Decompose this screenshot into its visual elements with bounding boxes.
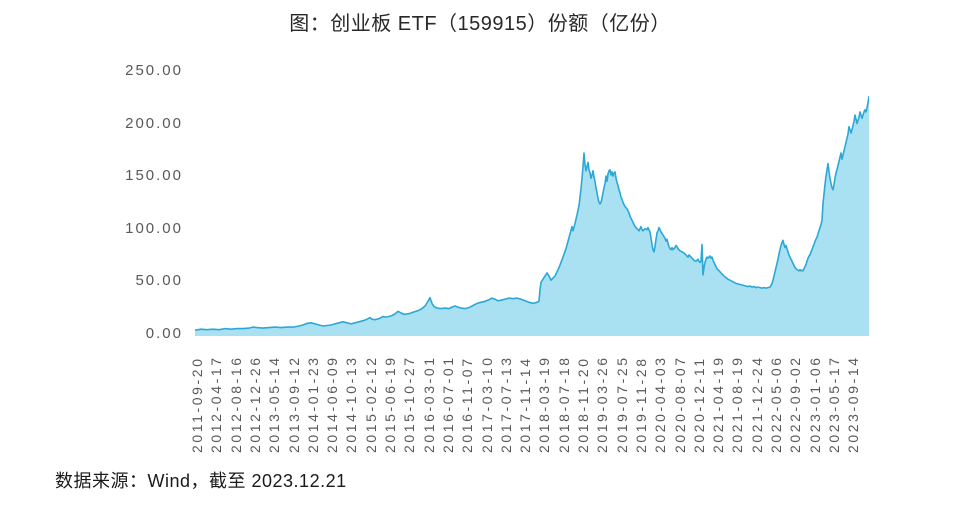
- y-tick-label: 100.00: [125, 219, 183, 237]
- x-tick-label: 2018-07-18: [555, 355, 572, 453]
- y-tick-label: 250.00: [125, 62, 183, 79]
- x-tick-label: 2020-12-11: [690, 356, 707, 453]
- x-tick-label: 2019-11-28: [632, 356, 649, 453]
- x-tick-label: 2013-09-12: [285, 355, 302, 453]
- x-tick-label: 2022-09-02: [787, 355, 804, 453]
- area-line: [195, 95, 869, 331]
- x-tick-label: 2014-10-13: [343, 355, 360, 453]
- x-tick-label: 2017-11-14: [517, 356, 534, 453]
- x-tick-label: 2012-12-26: [246, 355, 263, 453]
- x-tick-label: 2020-08-07: [671, 355, 688, 453]
- source-note: 数据来源：Wind，截至 2023.12.21: [55, 471, 347, 491]
- x-tick-label: 2023-09-14: [845, 355, 862, 453]
- x-tick-label: 2018-03-19: [536, 355, 553, 453]
- x-tick-label: 2016-07-01: [439, 355, 456, 453]
- x-tick-label: 2023-05-17: [825, 355, 842, 453]
- x-tick-label: 2021-04-19: [710, 355, 727, 453]
- x-tick-label: 2015-10-27: [401, 355, 418, 453]
- y-tick-label: 150.00: [125, 167, 183, 185]
- x-tick-label: 2016-03-01: [420, 355, 437, 453]
- x-tick-label: 2014-06-09: [324, 355, 341, 453]
- x-tick-label: 2015-06-19: [382, 355, 398, 453]
- x-tick-label: 2021-12-24: [748, 355, 765, 453]
- x-tick-label: 2019-07-25: [613, 355, 630, 453]
- x-tick-label: 2012-08-16: [227, 355, 244, 453]
- chart-title: 图：创业板 ETF（159915）份额（亿份）: [289, 13, 671, 35]
- x-tick-label: 2021-08-19: [729, 355, 746, 453]
- y-tick-label: 50.00: [135, 272, 183, 290]
- x-tick-label: 2017-07-13: [497, 355, 514, 453]
- area-chart-svg: [195, 95, 869, 336]
- x-tick-label: 2014-01-23: [304, 355, 321, 453]
- x-tick-label: 2017-03-10: [478, 355, 495, 453]
- x-tick-label: 2016-11-07: [459, 356, 476, 453]
- x-tick-label: 2013-05-14: [266, 355, 283, 453]
- x-tick-label: 2011-09-20: [189, 356, 205, 453]
- x-tick-label: 2019-03-26: [594, 355, 611, 453]
- x-tick-label: 2015-02-12: [362, 355, 379, 453]
- area-fill: [195, 96, 869, 336]
- y-tick-label: 0.00: [145, 325, 183, 342]
- y-tick-label: 200.00: [125, 114, 183, 132]
- x-tick-label: 2012-04-17: [208, 355, 225, 453]
- x-tick-label: 2022-05-06: [768, 355, 784, 453]
- x-tick-label: 2020-04-03: [652, 355, 669, 453]
- x-tick-label: 2023-01-06: [806, 355, 823, 453]
- x-tick-label: 2018-11-20: [575, 356, 591, 453]
